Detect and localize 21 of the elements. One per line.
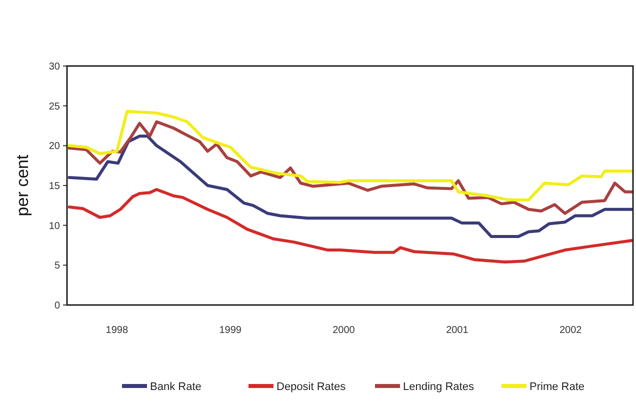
line-series [68,120,634,215]
y-tick-label: 10 [48,220,60,232]
x-tick-label: 1999 [219,325,242,336]
x-tick-label: 2001 [446,325,469,336]
y-tick-label: 25 [48,101,60,112]
x-tick-label: 2002 [559,325,582,336]
line-series [68,134,634,238]
y-tick-label: 20 [48,141,60,152]
y-tick-label: 0 [54,300,60,312]
legend-label: Prime Rate [530,381,585,393]
line-series [68,188,634,264]
legend-label: Deposit Rates [276,381,346,393]
legend-label: Bank Rate [150,381,202,393]
y-axis-title: per cent [13,154,32,216]
x-tick-label: 1998 [106,325,128,336]
legend-label: Lending Rates [403,381,474,393]
x-tick-label: 2000 [332,325,356,336]
y-tick-label: 15 [48,181,60,192]
y-tick-label: 5 [54,260,60,272]
line-series [68,110,634,202]
y-tick-label: 30 [48,62,60,72]
